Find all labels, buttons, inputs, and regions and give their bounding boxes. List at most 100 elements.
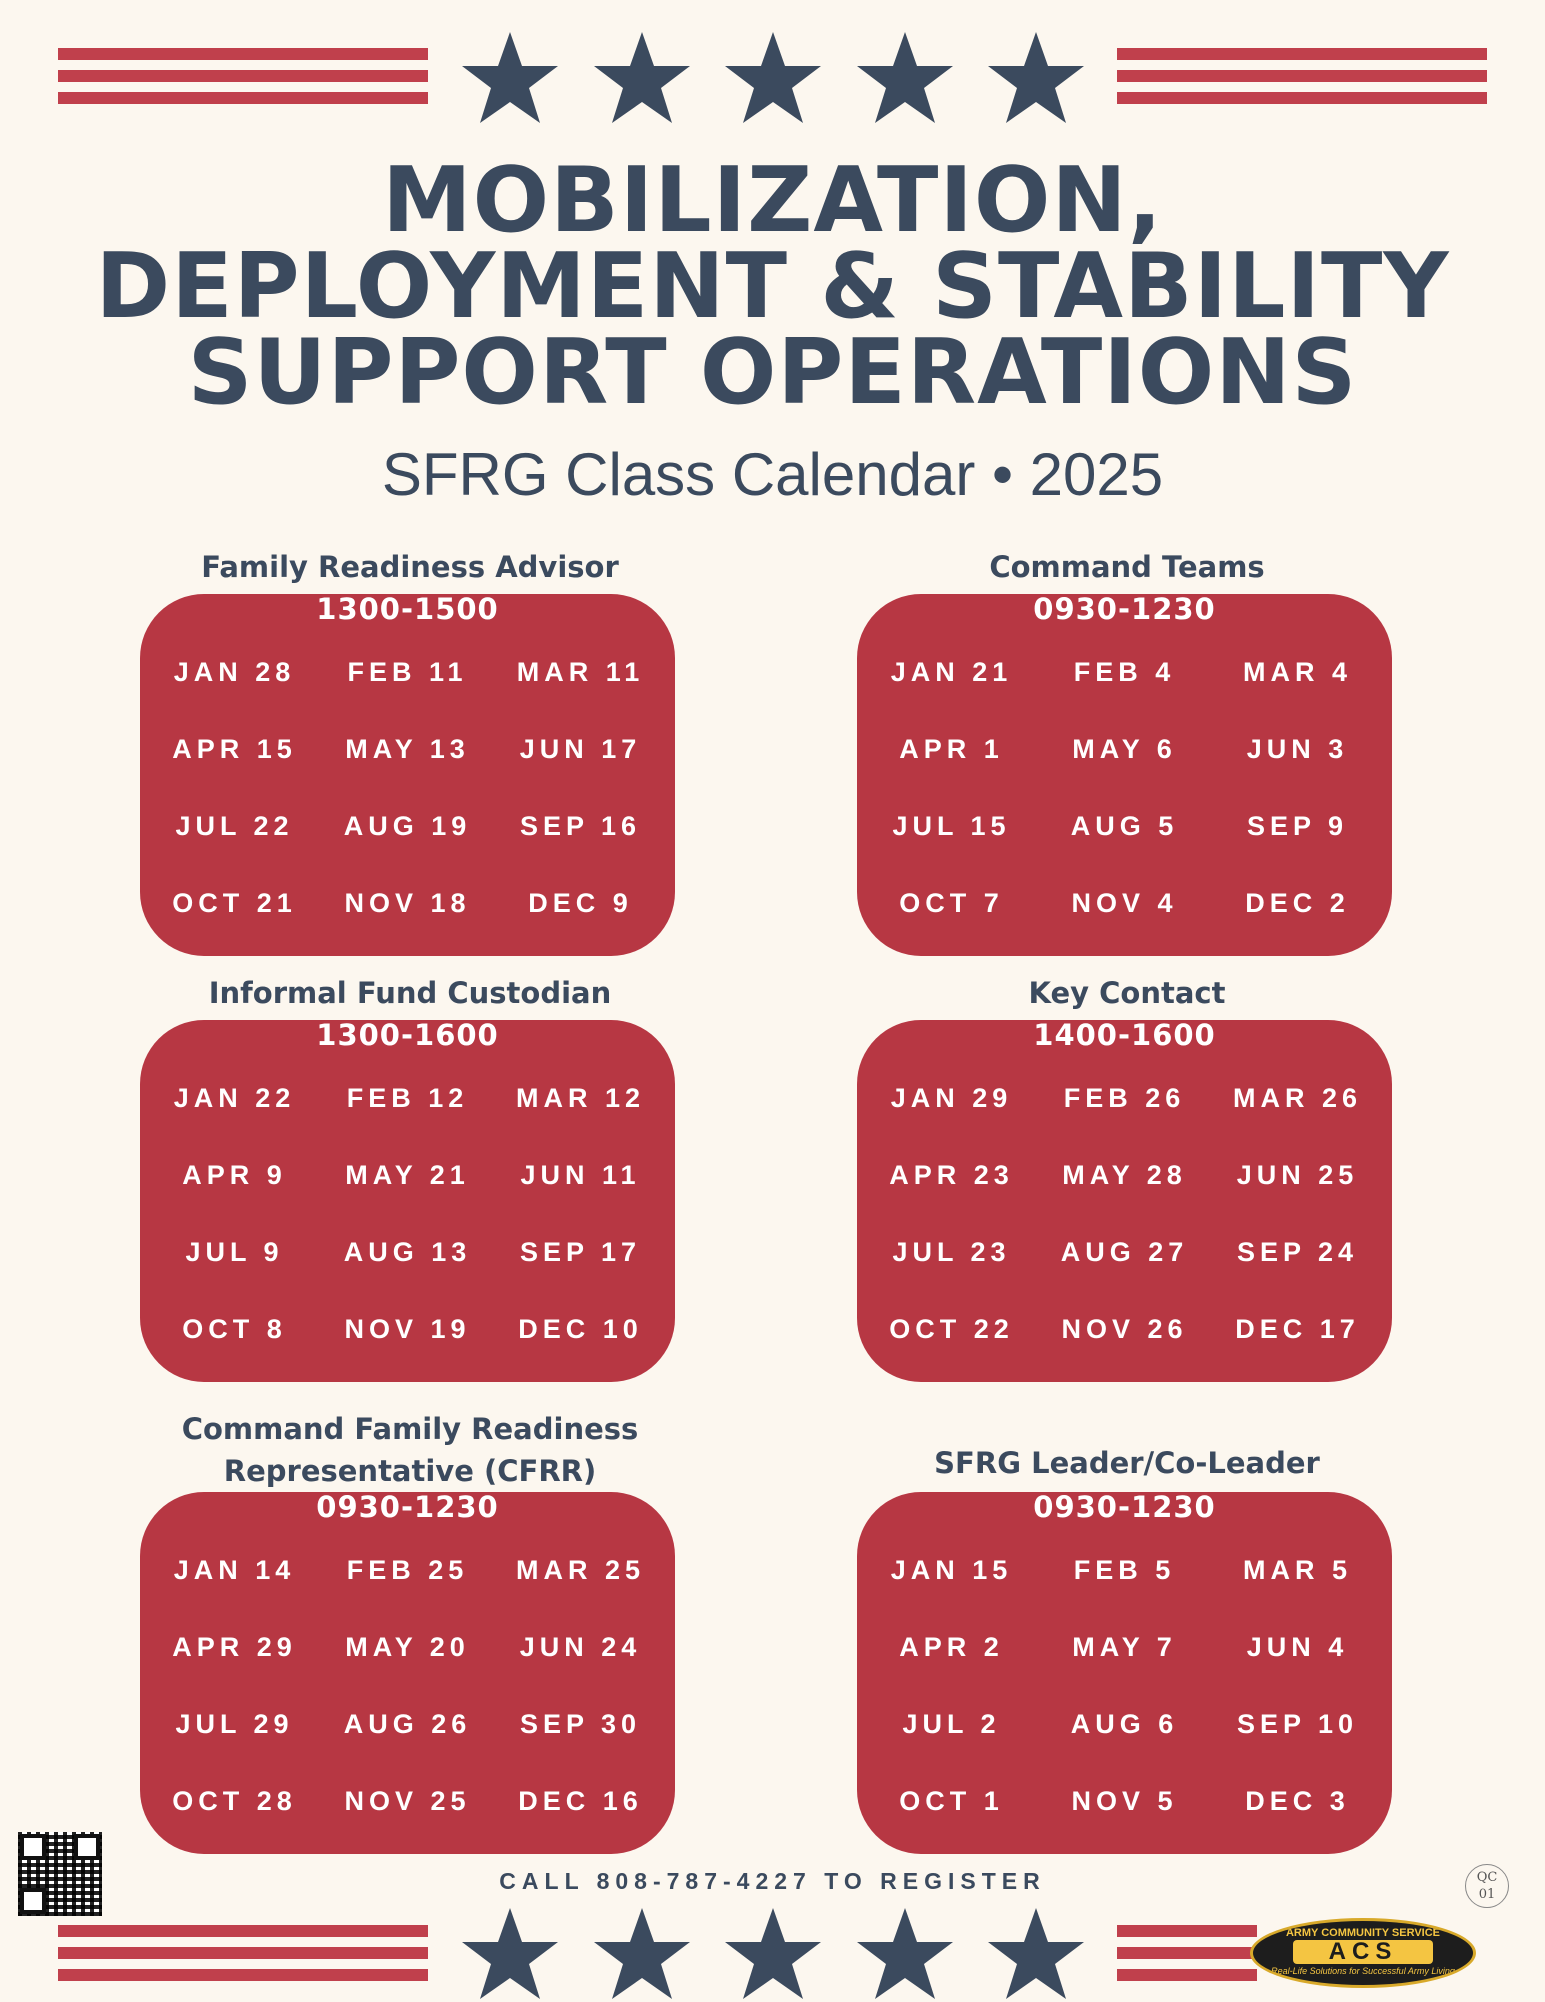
schedule-card: 1300-1500 JAN 28 FEB 11 MAR 11 APR 15 MAY 13 J… bbox=[140, 592, 675, 956]
top-star-row bbox=[460, 30, 1086, 126]
class-date: JUL 22 bbox=[175, 811, 294, 841]
class-date: JUL 23 bbox=[892, 1237, 1011, 1267]
section-title-line: Command Teams bbox=[989, 550, 1265, 584]
class-date: APR 23 bbox=[889, 1160, 1014, 1190]
class-date: DEC 16 bbox=[518, 1786, 643, 1816]
class-date: NOV 25 bbox=[344, 1786, 471, 1816]
section-title: Command Teams bbox=[857, 546, 1397, 588]
class-date: JUN 25 bbox=[1236, 1160, 1359, 1190]
class-date: FEB 5 bbox=[1073, 1555, 1176, 1585]
class-date: DEC 17 bbox=[1235, 1314, 1360, 1344]
schedule-card: 1300-1600 JAN 22 FEB 12 MAR 12 APR 9 MAY 21 JU… bbox=[140, 1018, 675, 1382]
class-date: OCT 28 bbox=[172, 1786, 297, 1816]
schedule-card: 0930-1230 JAN 15 FEB 5 MAR 5 APR 2 MAY 7 JUN 4… bbox=[857, 1490, 1392, 1854]
section-title-line: Family Readiness Advisor bbox=[201, 550, 619, 584]
date-grid: JAN 29 FEB 26 MAR 26 APR 23 MAY 28 JUN 25 JUL … bbox=[865, 1060, 1384, 1368]
class-date: OCT 8 bbox=[182, 1314, 287, 1344]
class-time: 0930-1230 bbox=[316, 1490, 499, 1524]
class-time: 0930-1230 bbox=[1033, 1490, 1216, 1524]
star-icon bbox=[723, 30, 823, 126]
class-date: MAY 13 bbox=[345, 734, 470, 764]
class-date: MAY 28 bbox=[1062, 1160, 1187, 1190]
class-date: APR 9 bbox=[182, 1160, 287, 1190]
class-date: MAR 12 bbox=[515, 1083, 646, 1113]
date-grid: JAN 15 FEB 5 MAR 5 APR 2 MAY 7 JUN 4 JUL 2 AUG … bbox=[865, 1532, 1384, 1840]
class-date: JUN 11 bbox=[520, 1160, 641, 1190]
class-date: MAR 5 bbox=[1242, 1555, 1352, 1585]
section-title-line: SFRG Leader/Co-Leader bbox=[934, 1446, 1320, 1480]
class-section: Command Teams 0930-1230 JAN 21 FEB 4 MAR 4 AP… bbox=[857, 546, 1397, 956]
acs-logo-main: ACS bbox=[1293, 1940, 1433, 1964]
class-date: FEB 26 bbox=[1063, 1083, 1186, 1113]
class-date: SEP 16 bbox=[519, 811, 642, 841]
page-subtitle: SFRG Class Calendar • 2025 bbox=[381, 441, 1164, 508]
class-date: MAR 4 bbox=[1242, 657, 1352, 687]
class-section: Key Contact 1400-1600 JAN 29 FEB 26 MAR 26 AP… bbox=[857, 972, 1397, 1382]
class-section: Command Family Readiness Representative (… bbox=[140, 1408, 680, 1854]
section-title: Informal Fund Custodian bbox=[140, 972, 680, 1014]
class-date: FEB 12 bbox=[346, 1083, 469, 1113]
class-date: SEP 10 bbox=[1236, 1709, 1359, 1739]
qc-badge-line: 01 bbox=[1478, 1887, 1496, 1902]
class-date: MAY 21 bbox=[345, 1160, 470, 1190]
class-date: MAR 11 bbox=[516, 657, 645, 687]
class-date: DEC 10 bbox=[518, 1314, 643, 1344]
star-icon bbox=[855, 1906, 955, 2002]
bottom-left-stripes bbox=[58, 1925, 428, 1991]
class-date: SEP 9 bbox=[1246, 811, 1349, 841]
acs-logo-top: ARMY COMMUNITY SERVICE bbox=[1285, 1927, 1441, 1939]
section-title: Family Readiness Advisor bbox=[140, 546, 680, 588]
class-date: JAN 29 bbox=[890, 1083, 1013, 1113]
date-grid: JAN 14 FEB 25 MAR 25 APR 29 MAY 20 JUN 24 JUL … bbox=[148, 1532, 667, 1840]
class-date: APR 15 bbox=[172, 734, 297, 764]
acs-logo: ARMY COMMUNITY SERVICE ACS Real-Life Sol… bbox=[1250, 1918, 1476, 1988]
class-date: DEC 9 bbox=[528, 888, 633, 918]
class-date: NOV 19 bbox=[344, 1314, 471, 1344]
star-icon bbox=[592, 1906, 692, 2002]
class-date: OCT 21 bbox=[172, 888, 297, 918]
class-section: SFRG Leader/Co-Leader 0930-1230 JAN 15 FEB … bbox=[857, 1442, 1397, 1854]
class-date: JAN 15 bbox=[890, 1555, 1013, 1585]
qc-badge: QC 01 bbox=[1465, 1864, 1509, 1908]
section-title-line: Key Contact bbox=[1028, 976, 1226, 1010]
class-date: MAR 25 bbox=[515, 1555, 646, 1585]
class-date: JUL 9 bbox=[185, 1237, 284, 1267]
class-date: DEC 3 bbox=[1245, 1786, 1350, 1816]
section-title-line: Informal Fund Custodian bbox=[208, 976, 612, 1010]
bottom-right-stripes bbox=[1117, 1925, 1257, 1991]
class-date: AUG 5 bbox=[1070, 811, 1179, 841]
class-date: NOV 18 bbox=[344, 888, 471, 918]
star-icon bbox=[855, 30, 955, 126]
class-date: JUN 17 bbox=[519, 734, 642, 764]
class-date: DEC 2 bbox=[1245, 888, 1350, 918]
title-line: MOBILIZATION, bbox=[382, 148, 1163, 253]
title-line: DEPLOYMENT & STABILITY bbox=[95, 234, 1450, 339]
class-date: MAY 20 bbox=[345, 1632, 470, 1662]
class-date: JAN 22 bbox=[173, 1083, 296, 1113]
class-date: JUL 2 bbox=[902, 1709, 1001, 1739]
class-date: JUN 4 bbox=[1246, 1632, 1349, 1662]
class-date: JUN 24 bbox=[519, 1632, 642, 1662]
section-title: Command Family Readiness Representative (… bbox=[140, 1408, 680, 1492]
section-title-line: Representative (CFRR) bbox=[223, 1454, 597, 1488]
class-date: AUG 19 bbox=[343, 811, 472, 841]
class-date: AUG 27 bbox=[1060, 1237, 1189, 1267]
class-date: OCT 22 bbox=[889, 1314, 1014, 1344]
date-grid: JAN 21 FEB 4 MAR 4 APR 1 MAY 6 JUN 3 JUL 15 AUG… bbox=[865, 634, 1384, 942]
class-date: JUL 15 bbox=[892, 811, 1011, 841]
class-date: APR 1 bbox=[899, 734, 1004, 764]
class-section: Family Readiness Advisor 1300-1500 JAN 28 F… bbox=[140, 546, 680, 956]
qc-badge-line: QC bbox=[1476, 1870, 1498, 1885]
date-grid: JAN 22 FEB 12 MAR 12 APR 9 MAY 21 JUN 11 JUL 9… bbox=[148, 1060, 667, 1368]
star-icon bbox=[460, 1906, 560, 2002]
date-grid: JAN 28 FEB 11 MAR 11 APR 15 MAY 13 JUN 17 JUL … bbox=[148, 634, 667, 942]
class-date: JUL 29 bbox=[175, 1709, 294, 1739]
class-date: JUN 3 bbox=[1246, 734, 1349, 764]
class-section: Informal Fund Custodian 1300-1600 JAN 22 FE… bbox=[140, 972, 680, 1382]
class-date: SEP 24 bbox=[1236, 1237, 1359, 1267]
class-date: JAN 21 bbox=[890, 657, 1013, 687]
class-date: APR 29 bbox=[172, 1632, 297, 1662]
top-left-stripes bbox=[58, 48, 428, 114]
qr-code-icon[interactable] bbox=[18, 1832, 102, 1916]
schedule-card: 0930-1230 JAN 21 FEB 4 MAR 4 APR 1 MAY 6 JUN 3… bbox=[857, 592, 1392, 956]
